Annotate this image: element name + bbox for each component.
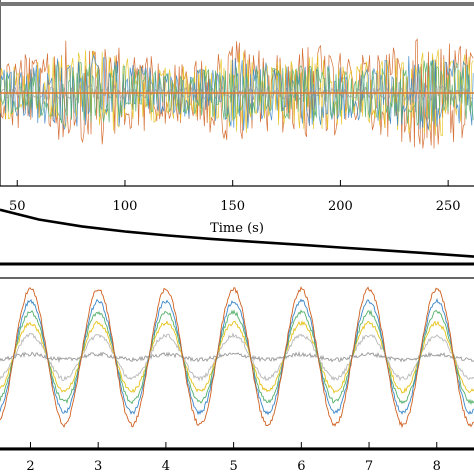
- bottom-series-line: [0, 320, 474, 394]
- top-x-ticks: 50 100 150 200 250: [9, 180, 461, 214]
- bottom-x-tick-label: 3: [94, 459, 102, 474]
- top-signal-group: [0, 38, 474, 149]
- bottom-waves-group: [0, 286, 474, 429]
- bottom-x-tick-label: 5: [229, 459, 237, 474]
- bottom-x-tick-label: 7: [365, 459, 373, 474]
- top-x-tick-label: 150: [220, 199, 245, 214]
- bottom-series-line: [0, 286, 474, 429]
- bottom-panel: 2 3 4 5 6 7 8: [0, 277, 474, 474]
- bottom-x-tick-label: 2: [26, 459, 34, 474]
- top-panel: 50 100 150 200 250 Time (s): [0, 0, 474, 236]
- bottom-x-ticks: 2 3 4 5 6 7 8: [26, 442, 441, 474]
- bottom-series-line: [0, 351, 474, 363]
- top-x-axis-label: Time (s): [210, 221, 264, 236]
- bottom-x-tick-label: 4: [162, 459, 170, 474]
- decay-curve: [0, 208, 474, 258]
- bottom-axes-frame: [0, 277, 474, 449]
- middle-panel: [0, 208, 474, 266]
- bottom-x-tick-label: 8: [433, 459, 441, 474]
- bottom-x-tick-label: 6: [297, 459, 305, 474]
- top-x-tick-label: 250: [436, 199, 461, 214]
- top-x-tick-label: 100: [113, 199, 138, 214]
- top-x-tick-label: 200: [328, 199, 353, 214]
- top-x-tick-label: 50: [9, 199, 26, 214]
- top-series-line: [0, 83, 474, 102]
